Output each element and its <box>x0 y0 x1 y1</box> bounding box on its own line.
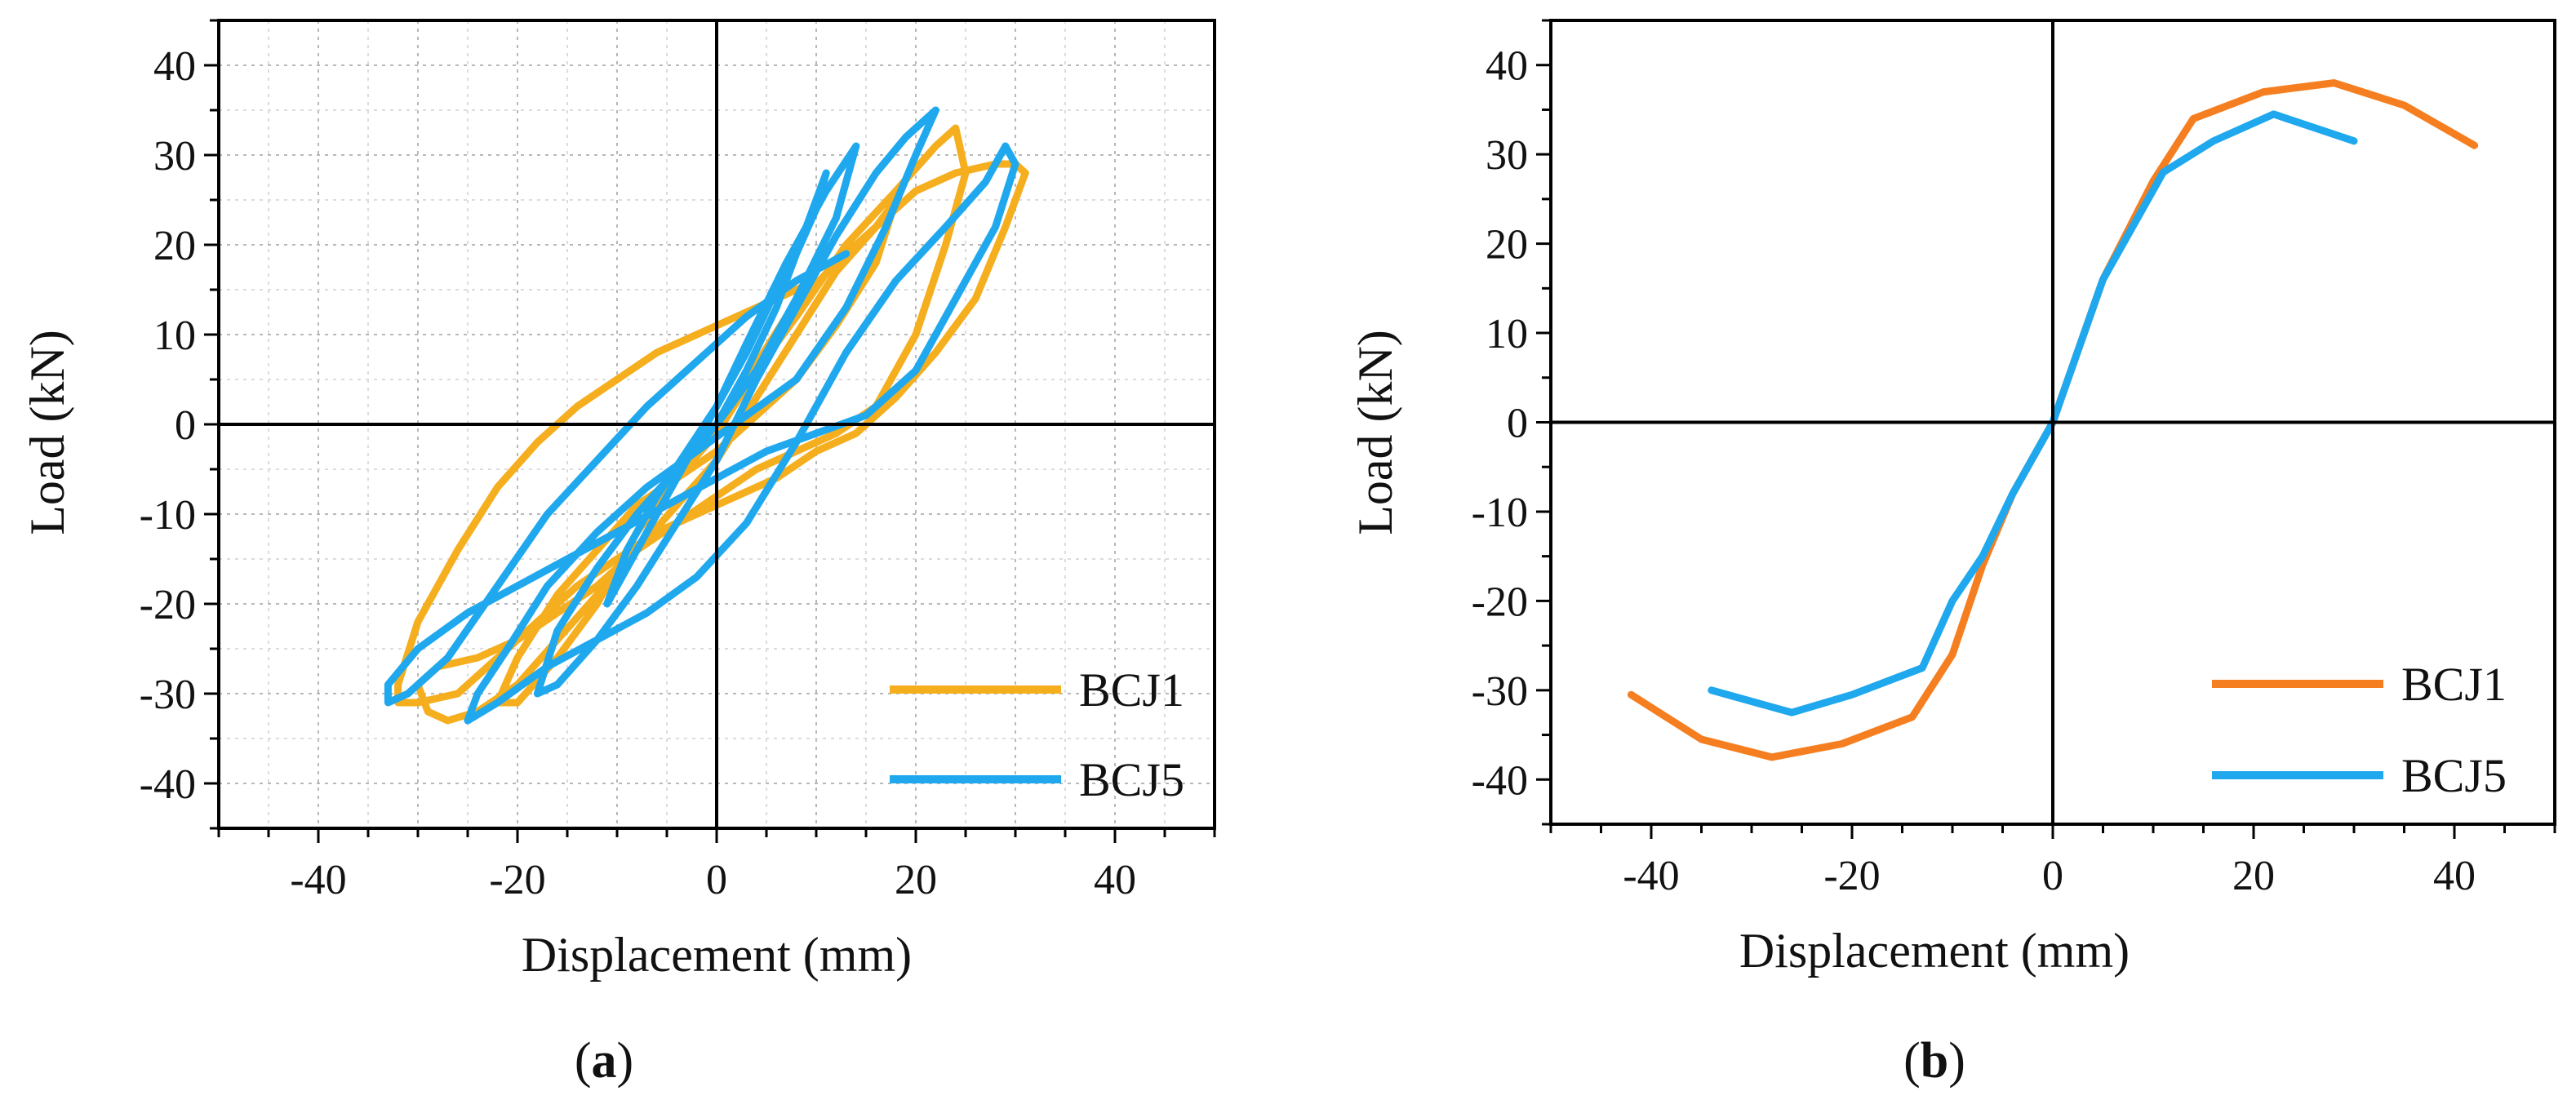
x-tick-label: 0 <box>2042 853 2063 899</box>
panel-b-legend: BCJ1 BCJ5 <box>2212 658 2507 802</box>
y-tick-label: 0 <box>1507 401 1528 447</box>
legend-label-bcj1: BCJ1 <box>1079 663 1184 716</box>
panel-b-caption: (b) <box>1903 1033 1965 1089</box>
y-tick-label: 30 <box>1486 132 1528 179</box>
x-tick-label: 40 <box>2433 853 2476 899</box>
legend-label-bcj5: BCJ5 <box>2401 749 2507 802</box>
y-tick-label: -30 <box>1472 668 1528 715</box>
y-tick-label: -10 <box>1472 490 1528 536</box>
y-tick-label: -40 <box>1472 757 1528 804</box>
legend-label-bcj5: BCJ5 <box>1079 753 1184 806</box>
x-tick-label: 20 <box>2232 853 2275 899</box>
panel-a-xlabel: Displacement (mm) <box>522 928 912 982</box>
panel-a-caption: (a) <box>575 1033 633 1089</box>
x-tick-label: 40 <box>1094 857 1136 903</box>
y-tick-label: -20 <box>140 582 196 628</box>
legend-label-bcj1: BCJ1 <box>2401 658 2507 711</box>
x-tick-label: -20 <box>1823 853 1880 899</box>
y-tick-label: 10 <box>153 313 196 359</box>
series-line-bcj5 <box>1708 110 2358 716</box>
y-tick-label: -20 <box>1472 579 1528 625</box>
y-tick-label: 40 <box>1486 43 1528 90</box>
x-tick-label: -20 <box>489 857 545 903</box>
panel-b-ylabel: Load (kN) <box>1348 330 1402 535</box>
y-tick-label: 20 <box>153 223 196 269</box>
y-tick-label: 30 <box>153 133 196 180</box>
y-tick-label: 20 <box>1486 222 1528 268</box>
panel-b-series <box>1627 79 2479 761</box>
y-tick-label: -40 <box>140 761 196 808</box>
series-line-bcj5 <box>384 106 1019 725</box>
panel-a-legend: BCJ1 BCJ5 <box>890 663 1184 806</box>
y-tick-label: 10 <box>1486 311 1528 357</box>
y-tick-label: 0 <box>175 402 196 449</box>
panel-b-xlabel: Displacement (mm) <box>1739 924 2130 978</box>
panel-a-series <box>384 106 1029 725</box>
panel-b-ticks: -40 -20 0 20 40 -40 -30 -20 -10 0 10 20 30 40 <box>1472 19 2556 899</box>
y-tick-label: -30 <box>140 672 196 718</box>
x-tick-label: -40 <box>1623 853 1679 899</box>
panel-a-ticks: -40 -20 0 20 40 -40 -30 -20 -10 0 10 20 30 40 <box>140 19 1216 903</box>
y-tick-label: -10 <box>140 492 196 539</box>
panel-a-ylabel: Load (kN) <box>20 330 74 535</box>
x-tick-label: -40 <box>290 857 346 903</box>
x-tick-label: 20 <box>895 857 937 903</box>
y-tick-label: 40 <box>153 43 196 90</box>
x-tick-label: 0 <box>706 857 727 903</box>
